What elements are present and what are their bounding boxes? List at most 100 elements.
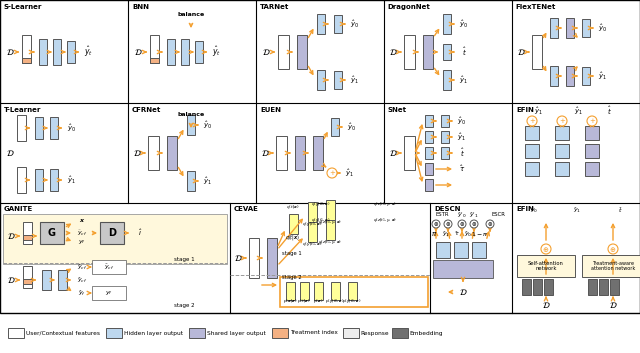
- Bar: [585, 126, 599, 140]
- Bar: [566, 66, 574, 86]
- Text: $\otimes$: $\otimes$: [459, 220, 465, 228]
- Bar: [307, 222, 317, 242]
- Text: GANITE: GANITE: [4, 206, 33, 212]
- Bar: [272, 328, 288, 338]
- Text: $\hat{t}$: $\hat{t}$: [461, 46, 467, 58]
- Text: $\hat{y}_0$: $\hat{y}_0$: [530, 205, 538, 215]
- Text: $\hat{y}_1$: $\hat{y}_1$: [346, 167, 355, 179]
- Text: +: +: [529, 118, 535, 124]
- Text: $p(\boldsymbol{x}|\boldsymbol{z})$: $p(\boldsymbol{x}|\boldsymbol{z})$: [283, 297, 298, 305]
- Bar: [317, 70, 325, 90]
- Text: $\hat{y}_0$: $\hat{y}_0$: [598, 22, 607, 34]
- Bar: [330, 282, 339, 300]
- Text: $\hat{y}_t$: $\hat{y}_t$: [84, 45, 93, 59]
- Text: $\mathcal{D}$: $\mathcal{D}$: [388, 148, 397, 158]
- Text: $\bar{y}_{cf}$: $\bar{y}_{cf}$: [104, 262, 114, 271]
- Text: $\otimes$: $\otimes$: [471, 220, 477, 228]
- Text: $\otimes$: $\otimes$: [445, 220, 451, 228]
- Bar: [0, 0, 640, 313]
- Text: $q(t|\boldsymbol{x})$: $q(t|\boldsymbol{x})$: [286, 203, 300, 211]
- Bar: [106, 328, 122, 338]
- Bar: [443, 70, 451, 90]
- Text: CFRNet: CFRNet: [132, 107, 161, 113]
- Bar: [472, 242, 486, 258]
- Text: $\mathcal{D}$: $\mathcal{D}$: [6, 148, 14, 158]
- Text: $q(y|t_1,\boldsymbol{x})$: $q(y|t_1,\boldsymbol{x})$: [301, 240, 323, 248]
- Bar: [23, 266, 32, 288]
- Text: $p(\boldsymbol{z})$: $p(\boldsymbol{z})$: [313, 297, 323, 305]
- Text: DragonNet: DragonNet: [387, 4, 430, 10]
- Bar: [276, 136, 287, 170]
- Text: stage 1: stage 1: [174, 257, 195, 263]
- Text: $q(z|t_0,y,\boldsymbol{x})$: $q(z|t_0,y,\boldsymbol{x})$: [318, 218, 342, 226]
- Bar: [525, 144, 539, 158]
- Bar: [555, 162, 569, 176]
- Text: $\hat{t}$: $\hat{t}$: [460, 147, 465, 159]
- Bar: [423, 35, 433, 69]
- Text: $\hat{y}_1$: $\hat{y}_1$: [442, 229, 450, 239]
- Text: ESTR: ESTR: [436, 213, 449, 217]
- Bar: [598, 279, 607, 295]
- Circle shape: [327, 168, 337, 178]
- Text: $\hat{y}'_0$: $\hat{y}'_0$: [457, 210, 467, 220]
- Text: $\mathcal{D}$: $\mathcal{D}$: [262, 47, 270, 57]
- Bar: [454, 242, 468, 258]
- Text: $\hat{t}$: $\hat{t}$: [618, 205, 622, 215]
- Bar: [35, 169, 43, 191]
- Text: $\hat{y}_1$: $\hat{y}_1$: [458, 131, 467, 143]
- Bar: [555, 144, 569, 158]
- Circle shape: [608, 244, 618, 254]
- Text: $\hat{t}$: $\hat{t}$: [607, 105, 611, 117]
- Text: $\hat{y}_0$: $\hat{y}_0$: [348, 121, 356, 133]
- Bar: [326, 220, 335, 240]
- Text: $\oplus$: $\oplus$: [542, 245, 550, 253]
- Bar: [404, 136, 415, 170]
- Text: stage 2: stage 2: [282, 275, 301, 281]
- Text: Self-attention
network: Self-attention network: [528, 261, 564, 271]
- Text: $\mathcal{D}$: $\mathcal{D}$: [6, 275, 15, 285]
- Text: $\otimes$: $\otimes$: [487, 220, 493, 228]
- Bar: [517, 255, 575, 277]
- Text: $\hat{y}_t$: $\hat{y}_t$: [212, 45, 221, 59]
- Text: EUEN: EUEN: [260, 107, 281, 113]
- Text: TARNet: TARNet: [260, 4, 289, 10]
- Text: $\hat{y}_1$: $\hat{y}_1$: [460, 74, 468, 86]
- Text: $\otimes$: $\otimes$: [433, 220, 439, 228]
- Bar: [326, 200, 335, 220]
- Bar: [22, 35, 31, 63]
- Text: $p(y|t_0,\boldsymbol{z})$: $p(y|t_0,\boldsymbol{z})$: [325, 297, 345, 305]
- Text: User/Contextual features: User/Contextual features: [26, 330, 100, 335]
- Bar: [295, 136, 305, 170]
- Bar: [187, 115, 195, 135]
- Text: $q(y|t_0, \boldsymbol{x})$: $q(y|t_0, \boldsymbol{x})$: [311, 200, 331, 208]
- Bar: [585, 144, 599, 158]
- Text: EFIN: EFIN: [516, 206, 534, 212]
- Bar: [441, 131, 449, 143]
- Text: $\mathcal{D}$: $\mathcal{D}$: [609, 300, 618, 310]
- Bar: [441, 115, 449, 127]
- Bar: [525, 162, 539, 176]
- Bar: [92, 286, 126, 300]
- Bar: [150, 35, 159, 63]
- Bar: [522, 279, 531, 295]
- Bar: [425, 131, 433, 143]
- Bar: [348, 282, 356, 300]
- Text: $q(y|t_0,\boldsymbol{x})$: $q(y|t_0,\boldsymbol{x})$: [301, 220, 323, 228]
- Text: BNN: BNN: [132, 4, 149, 10]
- Bar: [278, 35, 289, 69]
- Bar: [588, 279, 596, 295]
- Circle shape: [432, 220, 440, 228]
- Text: $\hat{y}_0$: $\hat{y}_0$: [350, 18, 360, 30]
- Text: $\hat{\imath}$: $\hat{\imath}$: [138, 228, 142, 238]
- Bar: [425, 115, 433, 127]
- Bar: [150, 58, 159, 63]
- Bar: [550, 66, 558, 86]
- Bar: [100, 222, 124, 244]
- Circle shape: [557, 116, 567, 126]
- Text: $q(y|t_1, \boldsymbol{x})$: $q(y|t_1, \boldsymbol{x})$: [311, 216, 331, 224]
- Text: $\oplus$: $\oplus$: [609, 245, 616, 253]
- Text: $\mathcal{D}$: $\mathcal{D}$: [541, 300, 550, 310]
- Bar: [300, 282, 308, 300]
- Bar: [443, 44, 451, 60]
- Text: $q(z|t_1,y,\boldsymbol{x})$: $q(z|t_1,y,\boldsymbol{x})$: [318, 238, 342, 246]
